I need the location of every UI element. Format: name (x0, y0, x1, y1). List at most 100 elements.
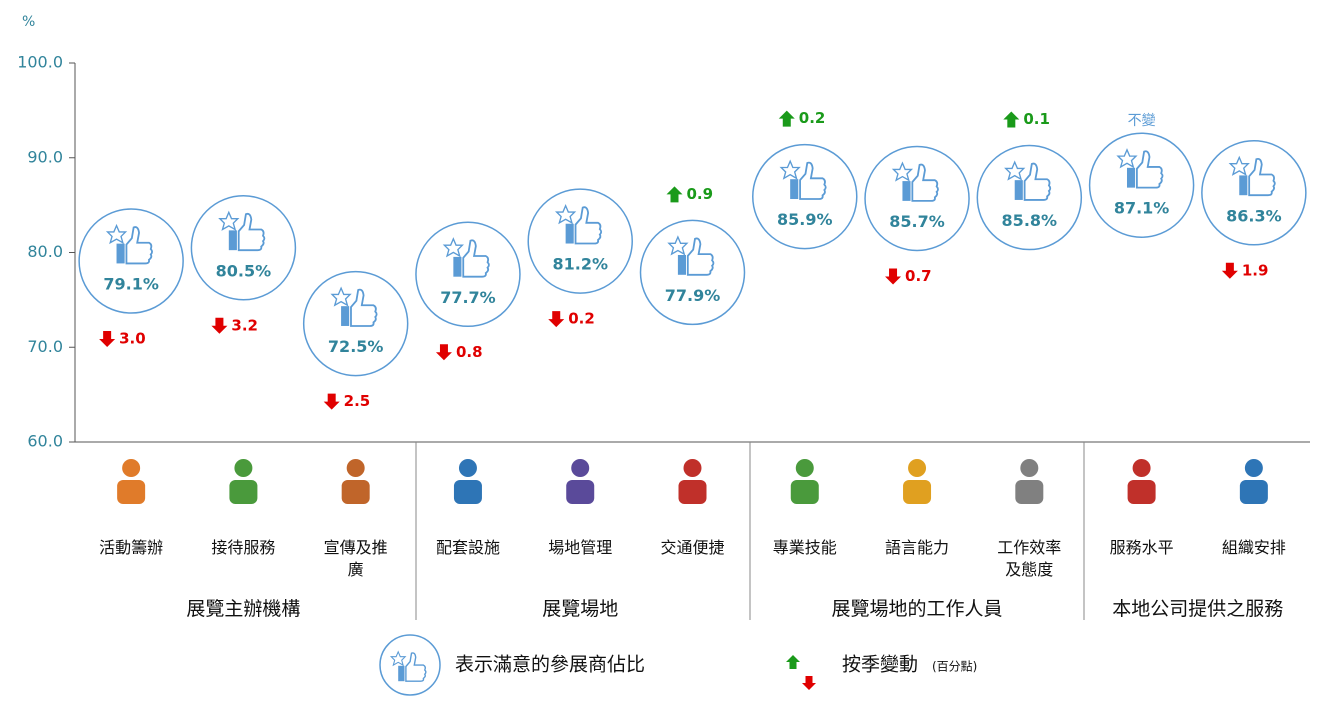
legend-arrow-down (802, 676, 816, 690)
thumb-cuff (1126, 167, 1136, 188)
arrow-up (666, 186, 683, 203)
icon-body (1127, 480, 1156, 504)
category-label: 專業技能 (772, 538, 837, 557)
satisfaction-circle (302, 270, 409, 377)
star (1228, 155, 1250, 176)
thumb-icon (105, 223, 153, 265)
thumb-cuff (902, 181, 911, 201)
thumb-icon (218, 210, 266, 252)
change-label: 3.0 (119, 330, 146, 348)
thumb-hand (405, 652, 427, 682)
thumb-hand (1135, 150, 1164, 189)
arrow-down (1221, 262, 1238, 279)
arrow-down (548, 311, 565, 328)
y-unit: % (22, 14, 35, 30)
thumb-cuff (453, 256, 462, 277)
icon-body (790, 480, 819, 504)
star (1116, 148, 1138, 169)
thumb-icon (1116, 148, 1164, 189)
change-label: 0.2 (568, 310, 595, 328)
icon-head (683, 459, 702, 477)
thumb-cuff (790, 179, 799, 199)
thumb-cuff (398, 665, 405, 682)
icon-head (1244, 459, 1263, 477)
category-icon (566, 459, 595, 504)
thumb-cuff (1014, 180, 1023, 200)
thumb-hand (125, 226, 153, 265)
thumb-hand (911, 163, 939, 202)
value-label: 77.7% (440, 288, 496, 307)
satisfaction-circle (976, 144, 1083, 251)
legend-circle-text: 表示滿意的參展商佔比 (455, 654, 645, 676)
thumb-hand (574, 206, 603, 245)
icon-body (453, 480, 482, 504)
thumb-hand (799, 161, 827, 200)
thumb-hand (237, 212, 266, 252)
icon-body (678, 480, 707, 504)
satisfaction-circle (415, 221, 521, 328)
thumb-icon (891, 161, 939, 202)
change-label: 1.9 (1242, 261, 1269, 279)
thumb-cuff (341, 306, 350, 326)
value-label: 87.1% (1114, 199, 1170, 218)
legend-arrow-up (786, 655, 800, 669)
thumb-icon (442, 237, 490, 278)
satisfaction-circle (639, 219, 746, 326)
change-label: 0.7 (905, 267, 932, 285)
change-label: 3.2 (231, 316, 258, 334)
satisfaction-circle (752, 143, 858, 250)
value-label: 81.2% (552, 255, 608, 274)
thumb-icon (554, 204, 603, 245)
category-icon (229, 459, 258, 504)
category-icon (453, 459, 482, 504)
thumb-cuff (565, 223, 574, 244)
group-label: 展覽場地的工作人員 (831, 598, 1003, 620)
category-label: 活動籌辦 (99, 538, 164, 557)
star (218, 210, 240, 231)
legend-circle (379, 634, 441, 696)
arrow-down (435, 344, 452, 361)
arrow-down (99, 331, 116, 348)
satisfaction-circle (78, 208, 184, 314)
star (105, 223, 128, 245)
category-label: 語言能力 (885, 538, 950, 557)
category-icon (1127, 459, 1156, 504)
value-label: 79.1% (103, 275, 159, 294)
change-label: 0.9 (687, 185, 714, 203)
legend-thumb (389, 650, 427, 682)
icon-head (122, 459, 141, 477)
thumb-cuff (677, 254, 686, 275)
thumb-icon (1004, 160, 1052, 201)
satisfaction-circle (1201, 140, 1307, 246)
value-label: 85.9% (777, 210, 833, 229)
group-label: 本地公司提供之服務 (1112, 598, 1284, 620)
thumb-hand (1248, 157, 1276, 197)
thumb-icon (1228, 155, 1276, 197)
satisfaction-circle (527, 188, 633, 294)
satisfaction-circle (864, 145, 970, 252)
thumb-hand (350, 288, 378, 327)
icon-body (903, 480, 932, 504)
category-icon (678, 459, 707, 504)
icon-body (1239, 480, 1268, 504)
satisfaction-circle (190, 195, 297, 301)
star (554, 204, 577, 225)
thumb-hand (462, 239, 490, 278)
arrow-down (323, 393, 340, 410)
star (442, 237, 464, 258)
thumb-cuff (116, 243, 125, 264)
value-label: 80.5% (216, 261, 272, 280)
arrow-down (885, 268, 902, 285)
thumb-cuff (228, 230, 237, 251)
thumb-icon (667, 235, 715, 276)
y-tick-label: 70.0 (27, 337, 63, 356)
category-icon (903, 459, 932, 504)
star (330, 286, 352, 307)
value-label: 86.3% (1226, 206, 1282, 225)
icon-head (1132, 459, 1151, 477)
icon-head (908, 459, 927, 477)
value-label: 77.9% (665, 286, 721, 305)
thumb-icon (330, 286, 378, 327)
